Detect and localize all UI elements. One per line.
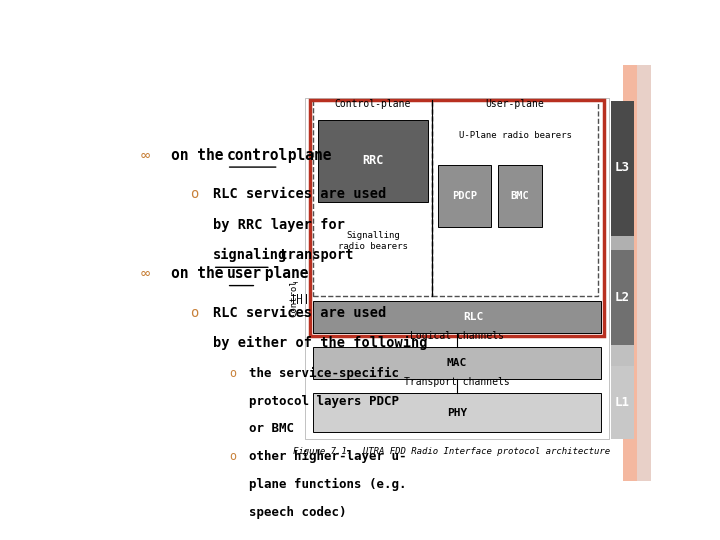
Bar [310,100,605,336]
Text: L3: L3 [615,161,630,174]
Text: on the: on the [171,266,232,281]
Text: Logical channels: Logical channels [410,330,504,341]
Text: signaling: signaling [213,248,287,262]
Bar [637,65,651,481]
Bar [611,250,634,345]
Text: BMC: BMC [510,191,529,201]
Bar [623,65,637,481]
Text: o: o [190,187,199,201]
Bar [318,120,428,202]
Text: Control-plane: Control-plane [335,99,411,109]
Bar [313,100,433,296]
Text: RLC: RLC [464,312,484,322]
Bar [611,236,634,250]
Text: o: o [230,367,237,380]
Text: by either of the following: by either of the following [213,336,427,350]
Text: the service-specific: the service-specific [249,367,399,380]
Text: o: o [230,450,237,463]
Bar [611,102,634,236]
Text: plane: plane [279,148,331,163]
Text: User-plane: User-plane [486,99,544,109]
Text: Signalling
radio bearers: Signalling radio bearers [338,231,408,251]
Text: MAC: MAC [446,358,467,368]
Text: on the: on the [171,148,232,163]
Bar [611,366,634,439]
Bar [433,100,598,296]
Text: user: user [227,266,261,281]
Text: o: o [190,306,199,320]
Text: speech codec): speech codec) [249,506,346,519]
Bar [611,345,634,366]
Text: plane functions (e.g.: plane functions (e.g. [249,478,407,491]
Text: Control: Control [289,280,298,317]
Bar [498,165,542,227]
Text: L1: L1 [615,396,630,409]
Text: other higher-layer u-: other higher-layer u- [249,450,407,463]
Text: U-Plane radio bearers: U-Plane radio bearers [459,131,572,140]
Text: transport: transport [271,248,354,262]
Text: PHY: PHY [446,408,467,417]
Text: RLC services are used: RLC services are used [213,306,386,320]
Text: L2: L2 [615,291,630,304]
Text: Figure 7.1.  UTRA FDD Radio Interface protocol architecture: Figure 7.1. UTRA FDD Radio Interface pro… [293,447,610,456]
Text: Transport channels: Transport channels [404,377,510,387]
Text: by RRC layer for: by RRC layer for [213,218,345,232]
Bar [438,165,491,227]
Text: plane: plane [256,266,309,281]
Text: control: control [227,148,288,163]
Text: protocol layers PDCP: protocol layers PDCP [249,395,399,408]
Bar [313,301,600,333]
Text: ∞: ∞ [140,266,149,281]
Bar [313,393,600,432]
Text: RLC services are used: RLC services are used [213,187,386,201]
Text: or BMC: or BMC [249,422,294,435]
Bar [305,98,609,439]
Bar [313,347,600,379]
Text: ∞: ∞ [140,148,149,163]
Text: PDCP: PDCP [452,191,477,201]
Text: RRC: RRC [362,154,384,167]
